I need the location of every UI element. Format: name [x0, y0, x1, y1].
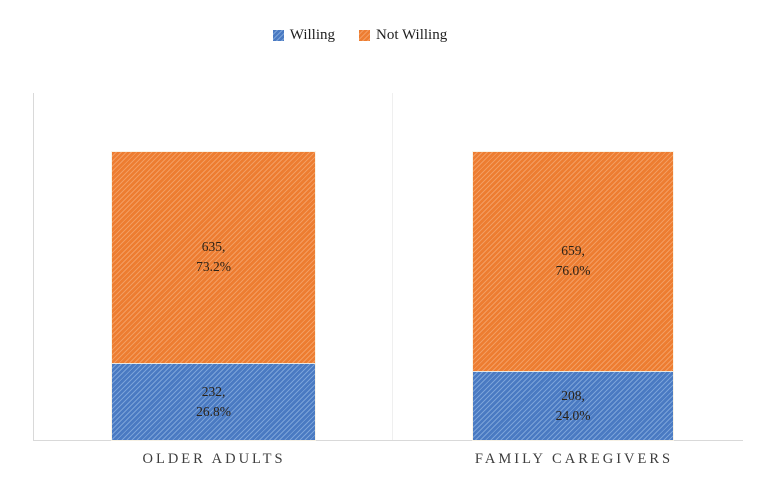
segment-label-count: 208,: [561, 387, 585, 403]
legend-item-not-willing: Not Willing: [359, 28, 447, 43]
category-label-family-caregivers: FAMILY CAREGIVERS: [474, 451, 674, 467]
bar-family-caregivers: 659, 76.0% 208, 24.0%: [473, 152, 673, 440]
segment-label-percent: 24.0%: [555, 407, 591, 423]
segment-label-percent: 76.0%: [555, 263, 591, 279]
bar-older-adults: 635, 73.2% 232, 26.8%: [112, 152, 315, 440]
y-axis-line: [33, 93, 34, 440]
chart-legend: Willing Not Willing: [0, 28, 720, 43]
segment-label-percent: 26.8%: [196, 403, 231, 419]
category-label-older-adults: OLDER ADULTS: [142, 451, 286, 467]
segment-older-adults-not-willing: 635, 73.2%: [112, 152, 315, 363]
segment-label: 208, 24.0%: [556, 386, 591, 426]
segment-label: 659, 76.0%: [556, 241, 591, 281]
segment-family-caregivers-willing: 208, 24.0%: [473, 370, 673, 440]
segment-older-adults-willing: 232, 26.8%: [112, 362, 315, 440]
segment-label-count: 232,: [201, 383, 226, 399]
segment-label-count: 635,: [201, 239, 226, 255]
segment-label-percent: 73.2%: [196, 259, 231, 275]
category-gridline: [392, 93, 393, 440]
segment-label-count: 659,: [561, 243, 585, 259]
segment-family-caregivers-not-willing: 659, 76.0%: [473, 152, 673, 371]
legend-label-willing: Willing: [289, 27, 335, 43]
legend-label-not-willing: Not Willing: [376, 27, 448, 43]
x-axis-line: [33, 440, 743, 441]
segment-label: 232, 26.8%: [196, 382, 231, 422]
segment-label: 635, 73.2%: [196, 237, 231, 277]
willing-swatch-icon: [272, 30, 284, 41]
legend-item-willing: Willing: [272, 27, 335, 43]
not-willing-swatch-icon: [359, 30, 370, 41]
